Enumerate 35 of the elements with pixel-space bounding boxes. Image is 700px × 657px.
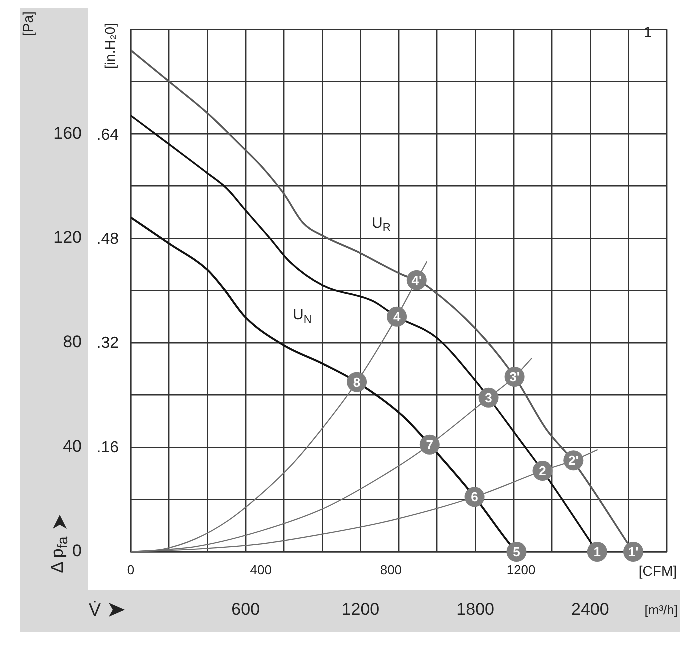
annotation: 2' — [568, 453, 579, 468]
annotation: 1' — [628, 544, 639, 560]
y2-tick-label: .16 — [96, 439, 120, 456]
x2-axis-title: [m³/h] — [644, 602, 678, 618]
y-tick-label: 0 — [72, 542, 82, 561]
y-axis-title: [Pa] — [20, 12, 36, 36]
x-tick-label: 400 — [250, 562, 272, 578]
annotation: 5 — [513, 544, 520, 560]
y2-tick-label: .64 — [96, 127, 120, 144]
annotation: 6 — [471, 490, 478, 505]
x2-tick-label: 1800 — [456, 600, 494, 619]
x2-tick-label: 1200 — [342, 600, 380, 619]
annotation: 3' — [510, 370, 520, 385]
x-tick-label: 800 — [380, 562, 402, 578]
annotation: 8 — [353, 374, 361, 390]
y2-axis-title: [in.H₂0] — [102, 23, 118, 69]
annotation: 7 — [426, 437, 434, 452]
annotation: 2 — [539, 464, 546, 479]
x2-tick-label: 2400 — [572, 600, 610, 619]
x2-tick-label: 600 — [232, 600, 260, 619]
annotation: 1 — [644, 24, 652, 42]
annotation: 1 — [594, 544, 602, 560]
x-tick-label: 1200 — [506, 562, 536, 578]
annotation: 3 — [485, 390, 492, 406]
annotation: 4 — [393, 310, 402, 324]
y-tick-label: 80 — [63, 332, 82, 352]
y-tick-label: 120 — [54, 228, 82, 248]
y-tick-label: 160 — [54, 124, 82, 143]
annotation: 4' — [412, 272, 422, 288]
y-tick-label: 40 — [63, 437, 82, 456]
y2-tick-label: .48 — [96, 231, 120, 248]
x-axis-title: [CFM] — [638, 562, 678, 579]
text: V̇ — [88, 600, 102, 620]
x-tick-label: 0 — [127, 562, 135, 578]
y2-tick-label: .32 — [96, 335, 120, 352]
